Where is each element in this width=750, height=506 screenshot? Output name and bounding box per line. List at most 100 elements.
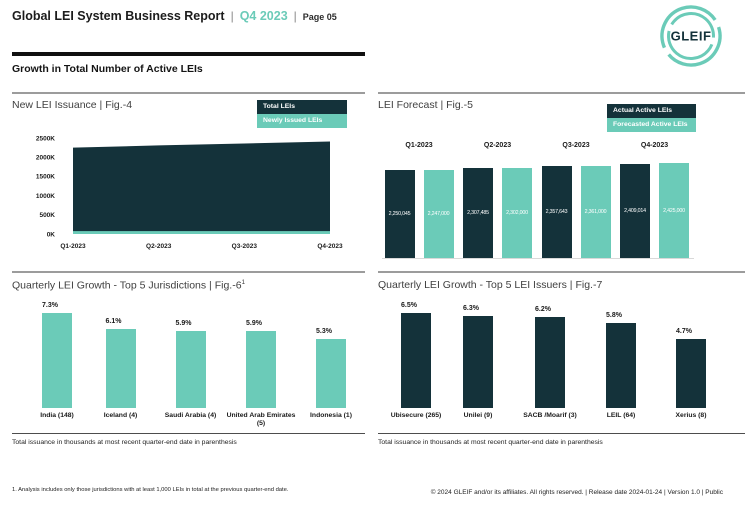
page-number: Page 05 [302, 12, 337, 22]
percent-label: 6.1% [105, 317, 122, 325]
y-tick-label: 1500K [36, 174, 55, 181]
bar-value-label: 2,307,485 [467, 209, 489, 216]
bar-value-label: 2,302,000 [506, 209, 528, 216]
x-axis-label: Q3-2023 [232, 243, 258, 250]
header-divider: | [230, 9, 234, 23]
category-label: Xerius (8) [675, 412, 707, 419]
x-axis-label: Q1-2023 [60, 243, 86, 250]
percent-label: 7.3% [42, 302, 58, 309]
header-divider: | [293, 9, 297, 23]
percent-label: 6.5% [401, 302, 417, 309]
fig7-bar-chart: 6.5% Ubisecure (265) 6.3% Unilei (9) 6.2% SAC… [378, 300, 745, 432]
fig6-bar-chart: 7.3% India (148) 6.1% Iceland (4) 5.9% Saudi … [12, 300, 365, 432]
growth-bar [676, 339, 706, 408]
panel-divider [12, 92, 365, 94]
fig4-area-chart: 2500K 2000K 1500K 1000K 500K 0K Q1-2023 Q2-2023… [36, 135, 343, 250]
header-rule [12, 52, 365, 56]
gleif-logo-icon: GLEIF [660, 5, 722, 67]
growth-bar [535, 317, 565, 408]
growth-bar [606, 323, 636, 408]
forecast-bar: 2,361,000 [580, 165, 611, 258]
bar-value-label: 2,250,045 [388, 210, 411, 217]
report-header: Global LEI System Business Report | Q4 2… [12, 9, 337, 23]
quarter-label: Q3-2023 [562, 142, 590, 149]
percent-label: 5.9% [246, 320, 262, 328]
growth-bar [42, 313, 72, 408]
category-label: SACB /Moarif (3) [523, 412, 577, 419]
panel-divider [378, 271, 745, 273]
bar-value-label: 2,361,000 [584, 208, 607, 215]
category-label: United Arab Emirates (5) [226, 412, 296, 428]
quarter-label: Q2-2023 [483, 142, 512, 149]
report-period: Q4 2023 [239, 9, 288, 23]
fig5-bar-chart: Q1-2023 2,250,045 2,247,000 Q2-2023 2,307,48… [378, 140, 745, 262]
growth-bar [175, 331, 206, 408]
percent-label: 5.8% [606, 312, 622, 320]
bar-value-label: 2,409,014 [624, 207, 646, 214]
newly-issued-leis-area [73, 231, 330, 234]
growth-bar [463, 315, 493, 408]
logo-text: GLEIF [671, 29, 712, 44]
fig6-title: Quarterly LEI Growth - Top 5 Jurisdictio… [12, 279, 245, 292]
percent-label: 6.2% [535, 306, 551, 314]
y-tick-label: 2500K [36, 135, 55, 142]
axis-baseline [382, 258, 694, 259]
legend-item-actual-active-leis: Actual Active LEIs [607, 104, 696, 118]
category-label: Saudi Arabia (4) [164, 412, 217, 419]
category-label: Indonesia (1) [310, 412, 352, 419]
section-title: Growth in Total Number of Active LEIs [12, 63, 203, 75]
y-tick-label: 0K [47, 231, 56, 238]
category-label: Ubisecure (265) [390, 412, 442, 419]
panel-divider [12, 271, 365, 273]
bar-value-label: 2,357,643 [545, 208, 568, 215]
percent-label: 6.3% [463, 304, 479, 312]
copyright-line: © 2024 GLEIF and/or its affiliates. All … [430, 489, 723, 496]
panel-divider [378, 92, 745, 94]
growth-bar [246, 331, 276, 408]
growth-bar [401, 313, 431, 408]
total-leis-area [73, 141, 330, 234]
fig7-title: Quarterly LEI Growth - Top 5 LEI Issuers… [378, 279, 603, 291]
note-divider [378, 433, 745, 434]
fig6-footnote-marker: 1 [241, 279, 246, 286]
actual-bar: 2,250,045 [384, 169, 415, 258]
legend-item-newly-issued-leis: Newly Issued LEIs [257, 114, 347, 128]
category-label: Iceland (4) [103, 412, 138, 419]
growth-bar [316, 339, 346, 408]
report-title: Global LEI System Business Report [12, 9, 225, 23]
quarter-label: Q1-2023 [405, 142, 433, 149]
forecast-bar: 2,425,000 [659, 163, 689, 258]
percent-label: 4.7% [676, 328, 692, 336]
fig5-legend: Actual Active LEIs Forecasted Active LEI… [607, 104, 696, 132]
quarter-label: Q4-2023 [640, 142, 669, 149]
legend-item-forecasted-active-leis: Forecasted Active LEIs [607, 118, 696, 132]
category-label: LEIL (64) [606, 412, 636, 419]
y-tick-label: 500K [39, 212, 55, 219]
forecast-bar: 2,247,000 [423, 169, 454, 258]
category-label: Unilei (9) [463, 412, 493, 419]
fig6-note: Total issuance in thousands at most rece… [12, 439, 237, 446]
fig4-title: New LEI Issuance | Fig.-4 [12, 99, 133, 111]
growth-bar [105, 328, 136, 408]
fig7-note: Total issuance in thousands at most rece… [378, 439, 603, 446]
y-tick-label: 2000K [36, 155, 55, 162]
actual-bar: 2,357,643 [541, 165, 572, 258]
x-axis-label: Q2-2023 [146, 243, 172, 250]
bar-value-label: 2,425,000 [663, 207, 685, 214]
percent-label: 5.9% [175, 320, 192, 328]
analysis-footnote: 1. Analysis includes only those jurisdic… [12, 487, 289, 493]
actual-bar: 2,307,485 [463, 167, 493, 258]
fig5-title: LEI Forecast | Fig.-5 [378, 99, 473, 111]
category-label: India (148) [40, 412, 74, 419]
fig6-title-text: Quarterly LEI Growth - Top 5 Jurisdictio… [12, 279, 242, 292]
forecast-bar: 2,302,000 [502, 167, 532, 258]
fig4-legend: Total LEIs Newly Issued LEIs [257, 100, 347, 128]
x-axis-label: Q4-2023 [317, 243, 343, 250]
legend-item-total-leis: Total LEIs [257, 100, 347, 114]
y-tick-label: 1000K [36, 193, 55, 200]
actual-bar: 2,409,014 [620, 163, 650, 258]
percent-label: 5.3% [316, 328, 332, 336]
bar-value-label: 2,247,000 [427, 210, 450, 217]
note-divider [12, 433, 365, 434]
